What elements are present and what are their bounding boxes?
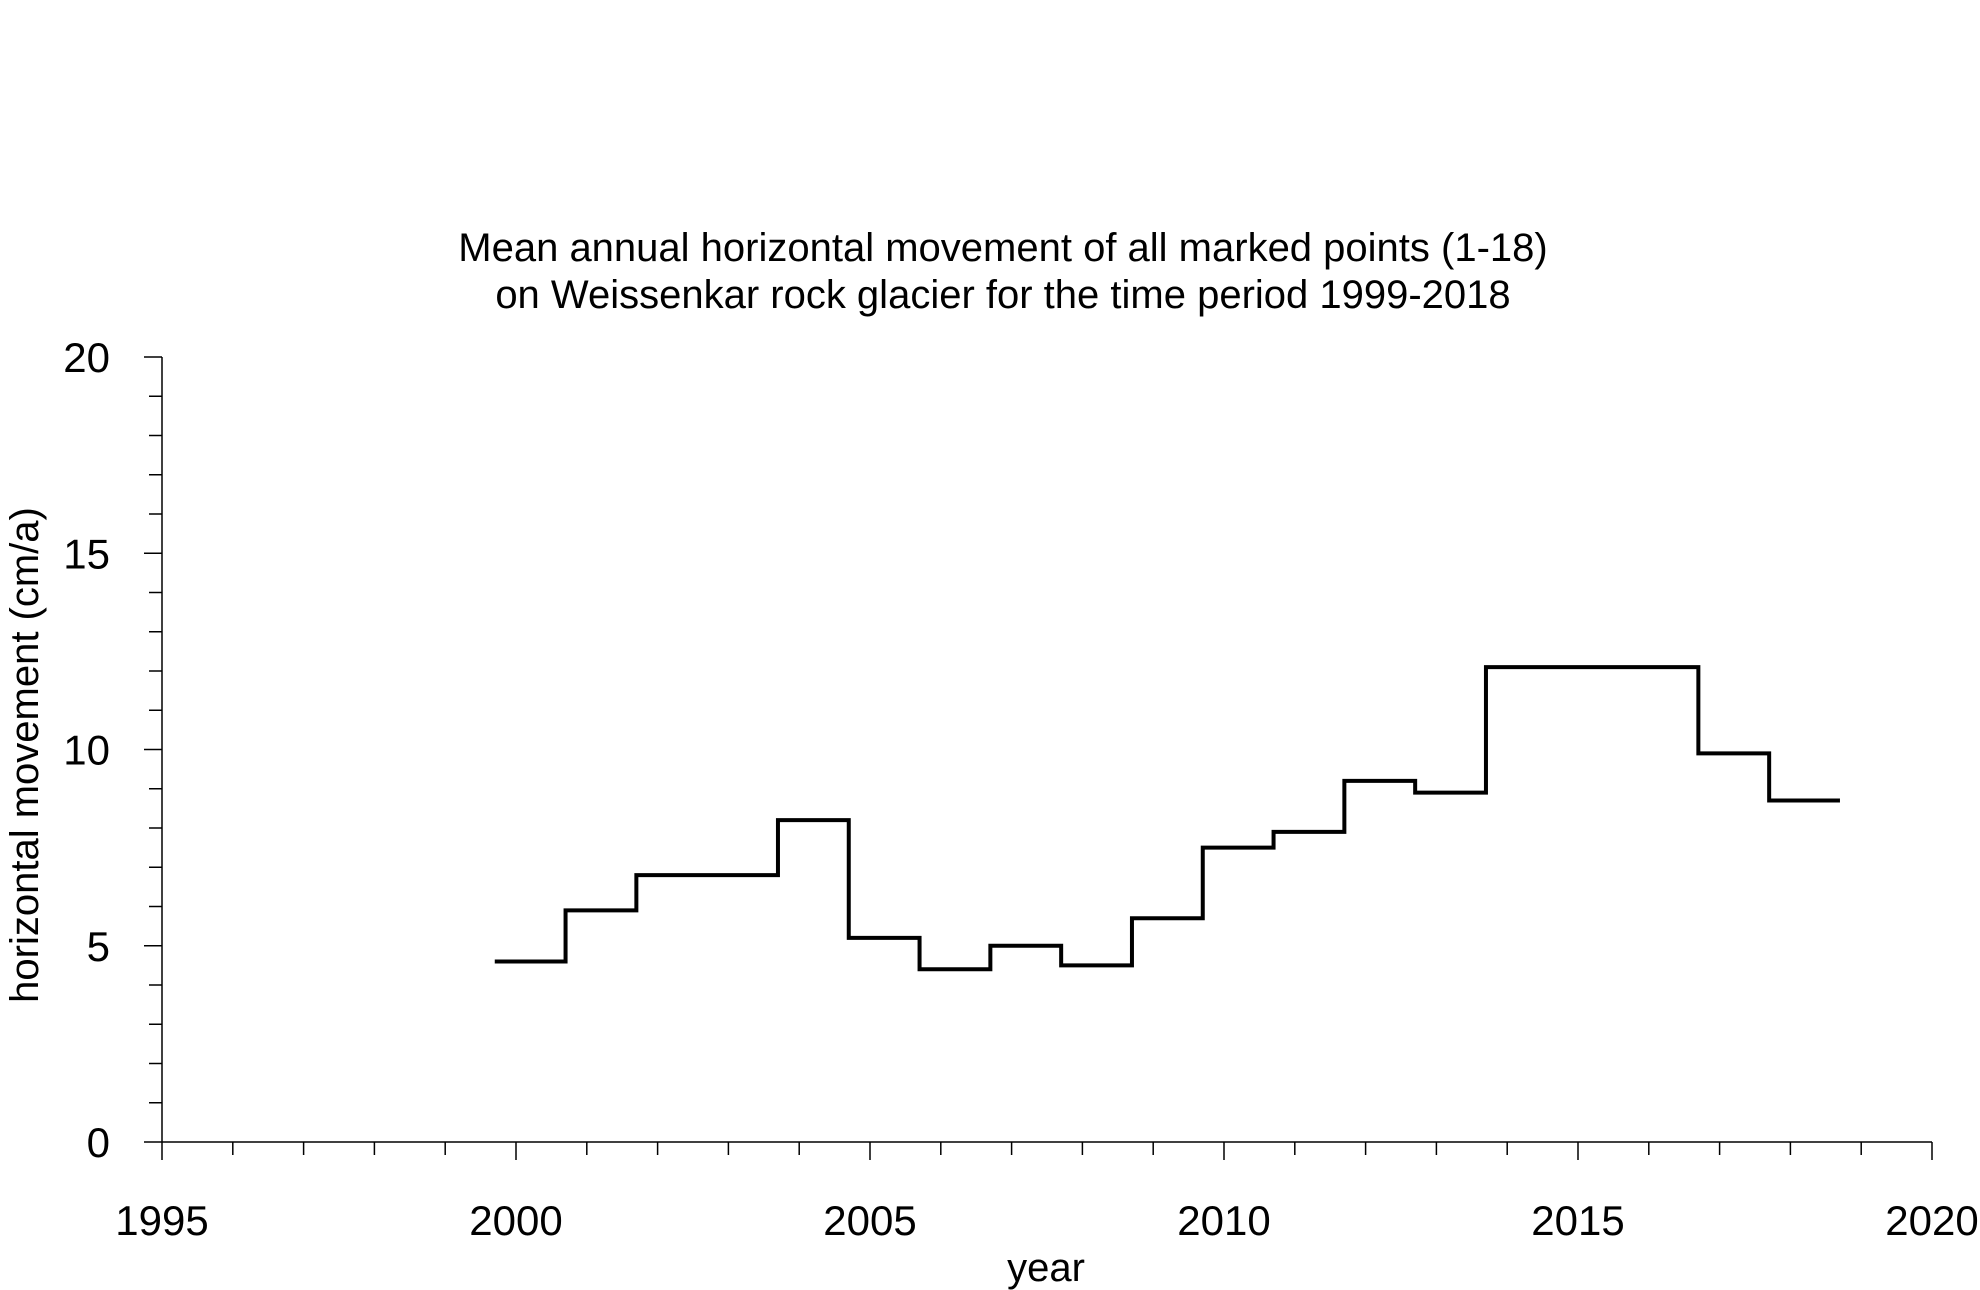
y-axis-ticks: 0 5 10 15 20 [63, 334, 162, 1166]
y-tick-label: 20 [63, 334, 110, 381]
y-tick-label: 0 [87, 1119, 110, 1166]
x-tick-label: 2005 [823, 1197, 916, 1244]
y-tick-label: 5 [87, 923, 110, 970]
y-tick-label: 10 [63, 727, 110, 774]
x-axis-ticks: 1995 2000 2005 2010 2015 2020 [115, 1142, 1978, 1244]
x-tick-label: 2020 [1885, 1197, 1978, 1244]
series-group [495, 667, 1840, 969]
chart-subtitle: on Weissenkar rock glacier for the time … [495, 273, 1510, 317]
y-tick-label: 15 [63, 530, 110, 577]
chart-title: Mean annual horizontal movement of all m… [458, 226, 1547, 270]
x-tick-label: 2010 [1177, 1197, 1270, 1244]
x-axis-label: year [1007, 1246, 1085, 1290]
y-axis-label: horizontal movement (cm/a) [3, 507, 47, 1003]
x-tick-label: 2015 [1531, 1197, 1624, 1244]
x-tick-label: 1995 [115, 1197, 208, 1244]
series-step-line [495, 667, 1840, 969]
axes [162, 357, 1932, 1142]
x-tick-label: 2000 [469, 1197, 562, 1244]
